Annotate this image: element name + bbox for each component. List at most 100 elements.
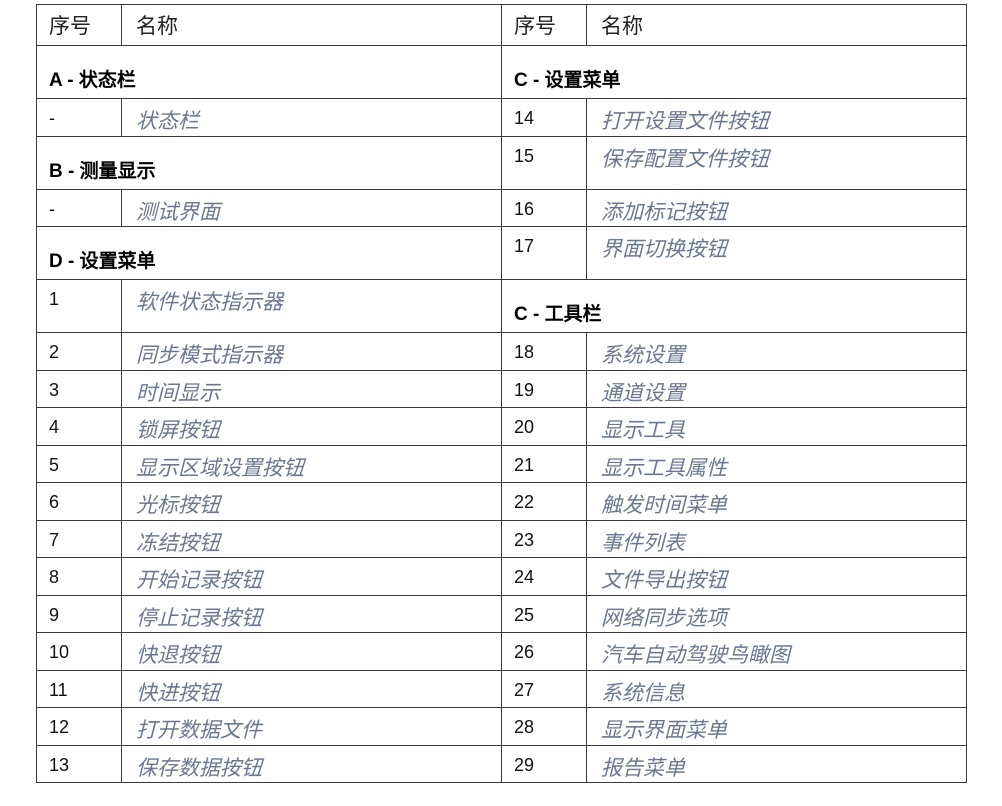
item-index: 5 xyxy=(36,444,122,483)
table-row: 10 快退按钮 xyxy=(36,632,502,671)
table-header-row: 序号 名称 xyxy=(36,4,502,46)
item-index: 4 xyxy=(36,407,122,446)
item-name: 测试界面 xyxy=(121,188,502,227)
item-name: 同步模式指示器 xyxy=(121,332,502,371)
table-row: 16 添加标记按钮 xyxy=(501,188,967,227)
table-row: 20 显示工具 xyxy=(501,407,967,446)
item-name: 停止记录按钮 xyxy=(121,594,502,633)
item-name: 打开设置文件按钮 xyxy=(586,98,967,137)
item-name: 网络同步选项 xyxy=(586,594,967,633)
header-index: 序号 xyxy=(36,4,122,46)
item-index: 8 xyxy=(36,557,122,596)
item-index: 25 xyxy=(501,594,587,633)
item-index: 23 xyxy=(501,519,587,558)
item-index: 27 xyxy=(501,669,587,708)
item-name: 显示界面菜单 xyxy=(586,707,967,746)
header-name: 名称 xyxy=(586,4,967,46)
section-heading: A - 状态栏 xyxy=(36,45,502,99)
item-name: 保存配置文件按钮 xyxy=(586,135,967,190)
item-index: 21 xyxy=(501,444,587,483)
table-row: 18 系统设置 xyxy=(501,332,967,371)
section-heading-row: C - 工具栏 xyxy=(501,279,967,333)
table-row: 29 报告菜单 xyxy=(501,744,967,783)
table-row: 13 保存数据按钮 xyxy=(36,744,502,783)
item-index: 17 xyxy=(501,226,587,280)
item-name: 光标按钮 xyxy=(121,482,502,521)
table-header-row: 序号 名称 xyxy=(501,4,967,46)
item-name: 触发时间菜单 xyxy=(586,482,967,521)
header-name: 名称 xyxy=(121,4,502,46)
table-row: 4 锁屏按钮 xyxy=(36,407,502,446)
table-row: 8 开始记录按钮 xyxy=(36,557,502,596)
table-row: 1 软件状态指示器 xyxy=(36,279,502,333)
item-name: 状态栏 xyxy=(121,98,502,137)
item-index: 16 xyxy=(501,188,587,227)
component-table-right: 序号 名称 C - 设置菜单 14 打开设置文件按钮 15 保存配置文件按钮 16 添加标记… xyxy=(501,4,967,783)
section-heading-row: C - 设置菜单 xyxy=(501,45,967,99)
section-heading: B - 测量显示 xyxy=(36,135,502,190)
item-index: 24 xyxy=(501,557,587,596)
item-name: 快退按钮 xyxy=(121,632,502,671)
table-row: 7 冻结按钮 xyxy=(36,519,502,558)
header-index: 序号 xyxy=(501,4,587,46)
item-name: 通道设置 xyxy=(586,369,967,408)
item-index: 11 xyxy=(36,669,122,708)
section-heading: D - 设置菜单 xyxy=(36,226,502,280)
item-name: 事件列表 xyxy=(586,519,967,558)
item-name: 开始记录按钮 xyxy=(121,557,502,596)
item-name: 显示工具 xyxy=(586,407,967,446)
table-row: 28 显示界面菜单 xyxy=(501,707,967,746)
item-index: 26 xyxy=(501,632,587,671)
item-name: 打开数据文件 xyxy=(121,707,502,746)
item-index: 15 xyxy=(501,135,587,190)
item-index: 18 xyxy=(501,332,587,371)
table-row: 11 快进按钮 xyxy=(36,669,502,708)
table-row: 2 同步模式指示器 xyxy=(36,332,502,371)
table-row: 14 打开设置文件按钮 xyxy=(501,98,967,137)
item-index: 14 xyxy=(501,98,587,137)
item-name: 报告菜单 xyxy=(586,744,967,783)
table-row: 17 界面切换按钮 xyxy=(501,226,967,280)
item-index: 2 xyxy=(36,332,122,371)
table-row: - 状态栏 xyxy=(36,98,502,137)
table-row: 3 时间显示 xyxy=(36,369,502,408)
item-index: 10 xyxy=(36,632,122,671)
table-row: 22 触发时间菜单 xyxy=(501,482,967,521)
item-index: 1 xyxy=(36,279,122,333)
section-heading: C - 工具栏 xyxy=(501,279,967,333)
item-index: 19 xyxy=(501,369,587,408)
item-index: 7 xyxy=(36,519,122,558)
table-row: 27 系统信息 xyxy=(501,669,967,708)
item-name: 锁屏按钮 xyxy=(121,407,502,446)
item-index: 20 xyxy=(501,407,587,446)
section-heading-row: A - 状态栏 xyxy=(36,45,502,99)
item-index: 29 xyxy=(501,744,587,783)
section-heading: C - 设置菜单 xyxy=(501,45,967,99)
table-row: 6 光标按钮 xyxy=(36,482,502,521)
item-name: 软件状态指示器 xyxy=(121,279,502,333)
item-index: 6 xyxy=(36,482,122,521)
section-heading-row: B - 测量显示 xyxy=(36,135,502,190)
item-index: 13 xyxy=(36,744,122,783)
item-name: 显示区域设置按钮 xyxy=(121,444,502,483)
table-row: 9 停止记录按钮 xyxy=(36,594,502,633)
table-row: 24 文件导出按钮 xyxy=(501,557,967,596)
item-name: 添加标记按钮 xyxy=(586,188,967,227)
table-row: 21 显示工具属性 xyxy=(501,444,967,483)
table-row: 12 打开数据文件 xyxy=(36,707,502,746)
component-table-left: 序号 名称 A - 状态栏 - 状态栏 B - 测量显示 - 测试界面 D - 设置菜单 1 软… xyxy=(36,4,502,783)
section-heading-row: D - 设置菜单 xyxy=(36,226,502,280)
item-name: 快进按钮 xyxy=(121,669,502,708)
item-index: 3 xyxy=(36,369,122,408)
item-name: 时间显示 xyxy=(121,369,502,408)
table-row: - 测试界面 xyxy=(36,188,502,227)
table-row: 19 通道设置 xyxy=(501,369,967,408)
item-name: 冻结按钮 xyxy=(121,519,502,558)
item-name: 显示工具属性 xyxy=(586,444,967,483)
item-index: - xyxy=(36,188,122,227)
item-name: 汽车自动驾驶鸟瞰图 xyxy=(586,632,967,671)
item-name: 文件导出按钮 xyxy=(586,557,967,596)
item-index: 9 xyxy=(36,594,122,633)
table-row: 26 汽车自动驾驶鸟瞰图 xyxy=(501,632,967,671)
table-row: 15 保存配置文件按钮 xyxy=(501,135,967,190)
